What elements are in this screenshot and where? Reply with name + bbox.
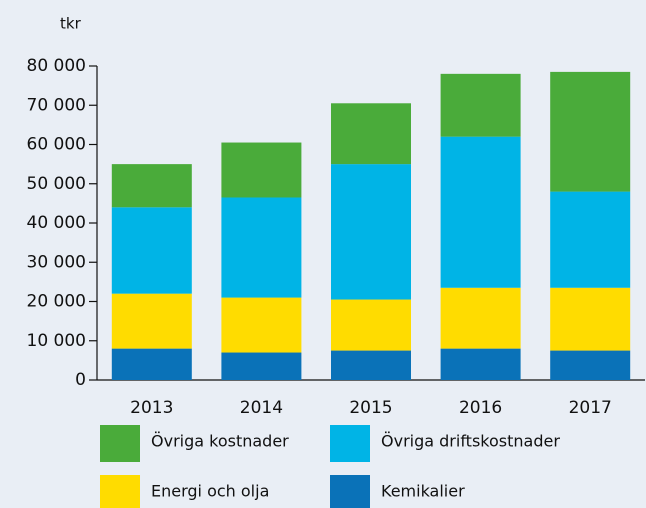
y-tick-label: 20 000 [27, 292, 86, 312]
bar-segment [331, 299, 411, 351]
bar-segment [221, 197, 302, 298]
bar-segment [111, 293, 192, 349]
legend-swatch [330, 425, 370, 462]
bar-segment [331, 103, 411, 165]
bar-segment [550, 71, 631, 192]
x-tick-label: 2013 [130, 398, 173, 418]
bar-segment [111, 207, 192, 294]
y-tick-label: 80 000 [27, 56, 86, 76]
legend-label: Övriga driftskostnader [381, 432, 560, 451]
bar-segment [331, 164, 411, 300]
bar-segment [221, 352, 302, 380]
y-tick-label: 30 000 [27, 252, 86, 272]
y-tick-label: 70 000 [27, 95, 86, 115]
bar-segment [440, 348, 521, 380]
y-tick-label: 10 000 [27, 331, 86, 351]
bar-segment [440, 136, 521, 288]
legend-label: Kemikalier [381, 482, 465, 501]
bar-segment [550, 350, 631, 380]
bar-segment [550, 287, 631, 351]
legend-label: Övriga kostnader [151, 432, 289, 451]
y-tick-label: 0 [75, 370, 86, 390]
y-tick-label: 40 000 [27, 213, 86, 233]
legend-swatch [330, 475, 370, 508]
bar-segment [111, 164, 192, 208]
bar-segment [221, 142, 302, 198]
x-tick-label: 2015 [349, 398, 392, 418]
x-tick-label: 2017 [569, 398, 612, 418]
y-axis-label: tkr [60, 15, 82, 33]
y-tick-label: 60 000 [27, 135, 86, 155]
bar-segment [440, 287, 521, 349]
x-tick-label: 2014 [240, 398, 283, 418]
y-tick-label: 50 000 [27, 174, 86, 194]
x-tick-label: 2016 [459, 398, 502, 418]
bar-segment [221, 297, 302, 353]
bar-segment [111, 348, 192, 380]
bar-segment [550, 191, 631, 288]
legend-swatch [100, 475, 140, 508]
legend-label: Energi och olja [151, 482, 269, 501]
bar-segment [331, 350, 411, 380]
bar-segment [440, 73, 521, 137]
legend-swatch [100, 425, 140, 462]
